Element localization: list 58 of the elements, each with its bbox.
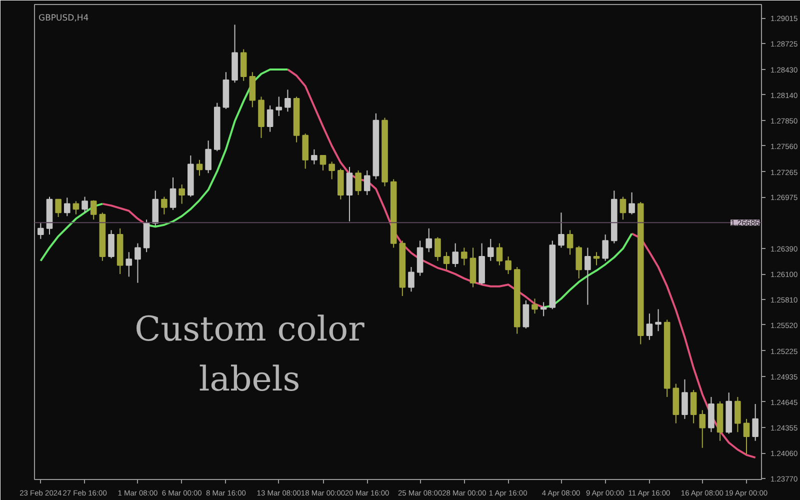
- candlestick: [443, 252, 450, 270]
- candlestick: [708, 396, 714, 433]
- candlestick: [558, 212, 564, 248]
- candlestick: [699, 410, 706, 448]
- candlestick: [496, 242, 503, 266]
- candlestick: [346, 166, 353, 222]
- candlestick: [249, 72, 256, 108]
- candlestick: [540, 302, 547, 317]
- candlestick: [452, 242, 458, 268]
- candlestick: [161, 196, 168, 215]
- candlestick: [205, 140, 212, 174]
- candlestick: [682, 378, 688, 420]
- candlestick: [584, 247, 591, 306]
- candlestick: [426, 228, 432, 253]
- ref-line-label: 1.26686: [730, 218, 760, 228]
- candlestick: [576, 245, 582, 279]
- candlestick: [487, 238, 494, 262]
- candlestick: [55, 198, 62, 218]
- candlestick: [628, 192, 635, 215]
- candlestick: [328, 161, 335, 180]
- candlestick: [82, 196, 88, 214]
- candlestick: [178, 184, 185, 204]
- candlestick: [566, 230, 574, 256]
- candlestick: [64, 197, 70, 217]
- candlestick: [266, 104, 274, 132]
- candlestick: [90, 200, 97, 220]
- candlestick: [320, 155, 326, 171]
- candlestick: [311, 148, 318, 165]
- candlestick: [108, 230, 114, 259]
- candlestick: [532, 298, 538, 314]
- candlestick: [284, 89, 291, 112]
- candlestick: [72, 200, 80, 215]
- candlestick: [170, 176, 176, 210]
- candlestick: [690, 389, 697, 424]
- candlestick: [522, 300, 530, 329]
- candlestick: [152, 190, 159, 226]
- candlestick: [355, 170, 362, 196]
- candlestick: [196, 159, 203, 176]
- candlestick: [620, 196, 626, 220]
- candlestick: [38, 222, 44, 240]
- candlestick: [646, 313, 653, 340]
- candlestick: [126, 252, 132, 278]
- candlestick: [240, 48, 247, 82]
- candlestick: [602, 234, 608, 262]
- candlestick: [743, 418, 750, 455]
- candlestick: [655, 308, 662, 332]
- candlestick: [276, 96, 282, 117]
- candlestick: [364, 170, 370, 196]
- candlestick: [408, 266, 414, 292]
- candlestick: [734, 396, 741, 433]
- candlestick: [505, 256, 512, 275]
- annotation: Custom color labels: [134, 310, 366, 400]
- candlestick: [593, 252, 600, 266]
- text: GBPUSD,H4: [38, 14, 89, 24]
- candlestick: [434, 236, 441, 262]
- candlestick: [461, 247, 468, 266]
- candlestick: [752, 403, 758, 442]
- candlestick: [134, 242, 141, 284]
